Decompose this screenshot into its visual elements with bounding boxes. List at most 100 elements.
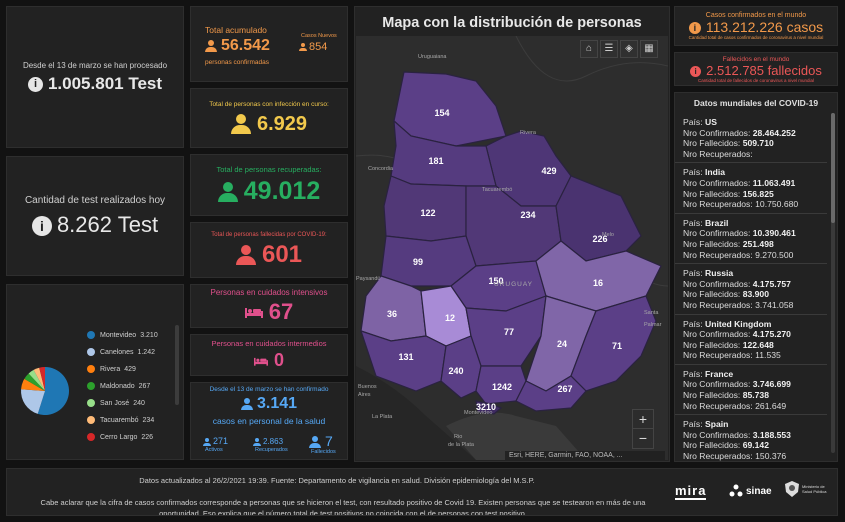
recuperadas-value: 49.012 (243, 176, 321, 205)
mira-logo: mira (675, 483, 707, 500)
acumulado-subtitle: personas confirmadas (205, 59, 269, 66)
basemap-gallery-button[interactable]: ▦ (640, 40, 658, 58)
field-value: 122.648 (742, 339, 774, 350)
cuidados-intensivos-value: 67 (268, 298, 294, 324)
sinae-logo-text: sinae (746, 485, 772, 497)
legend-color-dot (87, 365, 95, 373)
country-name-row: País: United Kingdom (683, 319, 821, 330)
legend-item[interactable]: Tacuarembó 234 (87, 416, 154, 424)
zoom-in-button[interactable]: + (633, 410, 653, 429)
field-value: 3.188.553 (752, 429, 791, 440)
legend-color-dot (87, 416, 95, 424)
dept-montevideo[interactable] (475, 400, 503, 415)
field-label: Nro Recuperados: (683, 199, 756, 210)
legend-item[interactable]: Rivera 429 (87, 365, 136, 373)
country-confirmed-row: Nro Confirmados: 4.175.270 (683, 329, 821, 340)
uruguay-map[interactable]: 154 181 429 122 234 226 99 150 16 36 12 77 24 71 131 24… (356, 36, 668, 460)
country-name-row: País: Brazil (683, 218, 821, 229)
country-item[interactable]: País: United Kingdom Nro Confirmados: 4.1… (675, 315, 827, 365)
zoom-control[interactable]: + − (632, 409, 654, 449)
fallecidas-value: 601 (261, 240, 303, 268)
cuidados-intensivos-title: Personas en cuidados intensivos (210, 287, 328, 297)
map-view[interactable]: 154 181 429 122 234 226 99 150 16 36 12 77 24 71 131 24… (356, 36, 668, 460)
sinae-logo: sinae (729, 484, 772, 498)
map-attribution[interactable]: Esri, HERE, Garmin, FAO, NOAA, ... (505, 451, 665, 460)
place-label-tacuarembo: Tacuarembó (482, 187, 512, 193)
pie-slice-rivera[interactable] (21, 378, 45, 391)
zoom-out-button[interactable]: − (638, 430, 648, 446)
country-item[interactable]: País: Brazil Nro Confirmados: 10.390.461 N… (675, 214, 827, 265)
legend-item[interactable]: Montevideo 3.210 (87, 331, 158, 339)
field-value: India (704, 167, 726, 178)
legend-color-dot (87, 348, 95, 356)
place-label-la-plata: La Plata (372, 414, 393, 420)
place-label-de-la-plata: de la Plata (448, 442, 475, 448)
field-label: Nro Confirmados: (683, 278, 753, 289)
country-item[interactable]: País: US Nro Confirmados: 28.464.252 Nro F… (675, 113, 827, 164)
field-label: País: (683, 217, 705, 228)
department-shapes[interactable] (360, 71, 662, 415)
recuperadas-title: Total de personas recuperadas: (216, 164, 322, 174)
place-label-uruguaiana: Uruguaiana (418, 54, 447, 60)
dept-count-florida: 77 (504, 327, 514, 337)
field-label: Nro Confirmados: (683, 177, 753, 188)
dept-rocha[interactable] (570, 295, 657, 392)
world-list-title: Datos mundiales del COVID-19 (693, 98, 819, 108)
field-value: 4.175.757 (752, 278, 791, 289)
legend-value: 3.210 (140, 331, 158, 339)
place-label-paysandu: Paysandú (356, 276, 380, 282)
layers-button[interactable]: ◈ (620, 40, 638, 58)
cuidados-intensivos-panel: Personas en cuidados intensivos 67 (190, 284, 348, 328)
person-icon (253, 437, 261, 446)
place-label-concordia: Concordia (368, 166, 394, 172)
country-item[interactable]: País: India Nro Confirmados: 11.063.491 Nr… (675, 163, 827, 214)
field-label: Nro Confirmados: (683, 228, 753, 239)
country-name-row: País: US (683, 117, 821, 128)
pie-slice-maldonado[interactable] (24, 373, 45, 391)
field-value: 11.063.491 (752, 177, 796, 188)
home-button[interactable]: ⌂ (580, 40, 598, 58)
legend-item[interactable]: Cerro Largo 226 (87, 433, 153, 441)
field-value: 85.738 (742, 390, 769, 401)
pie-slice-tacuarembó[interactable] (33, 367, 45, 391)
country-item[interactable]: País: France Nro Confirmados: 3.746.699 Nr… (675, 365, 827, 416)
person-icon (299, 43, 307, 52)
country-list[interactable]: País: US Nro Confirmados: 28.464.252 Nro F… (675, 113, 827, 461)
legend-value: 267 (138, 382, 151, 390)
fallecidas-panel: Total de personas fallecidas por COVID-1… (190, 222, 348, 278)
map-title: Mapa con la distribución de personas (382, 15, 642, 31)
legend-item[interactable]: Maldonado 267 (87, 382, 150, 390)
en-curso-panel: Total de personas con infección en curso… (190, 88, 348, 148)
country-item[interactable]: País: Russia Nro Confirmados: 4.175.757 Nr… (675, 264, 827, 315)
world-deaths-value: 2.512.785 fallecidos (706, 62, 822, 78)
legend-scrollbar[interactable] (175, 325, 179, 405)
pie-slice-canelones[interactable] (20, 389, 45, 414)
dept-maldonado[interactable] (515, 375, 587, 412)
legend-list-button[interactable]: ☰ (600, 40, 618, 58)
legend-item[interactable]: San José 240 (87, 399, 145, 407)
sinae-logo-icon (729, 484, 743, 497)
field-label: Nro Fallecidos: (683, 138, 743, 149)
pie-slice-san-josé[interactable] (28, 369, 45, 391)
place-label-rio: Rio (454, 434, 462, 440)
field-value: 83.900 (742, 289, 769, 300)
field-value: 251.498 (742, 238, 774, 249)
country-item[interactable]: País: Spain Nro Confirmados: 3.188.553 Nro… (675, 415, 827, 461)
legend-value: 240 (133, 399, 145, 407)
salud-activos-label: Activos (205, 447, 223, 453)
pie-slice-montevideo[interactable] (37, 367, 69, 415)
field-value: 69.142 (742, 440, 769, 451)
salud-subtitle: casos en personal de la salud (212, 416, 326, 426)
field-label: Nro Fallecidos: (683, 390, 743, 401)
country-confirmed-row: Nro Confirmados: 4.175.757 (683, 279, 821, 290)
world-deaths-note: Cantidad total de fallecidos de coronavi… (697, 77, 815, 83)
field-label: Nro Fallecidos: (683, 440, 743, 451)
casos-nuevos-value: 854 (309, 41, 328, 53)
world-deaths-panel: Fallecidos en el mundo i 2.512.785 fallec… (674, 52, 838, 86)
country-list-scrollbar[interactable] (831, 113, 835, 453)
legend-item[interactable]: Canelones 1.242 (87, 348, 155, 356)
country-deaths-row: Nro Fallecidos: 509.710 (683, 138, 821, 149)
pie-slice-cerro-largo[interactable] (39, 367, 45, 391)
field-value: 3.741.058 (755, 299, 794, 310)
